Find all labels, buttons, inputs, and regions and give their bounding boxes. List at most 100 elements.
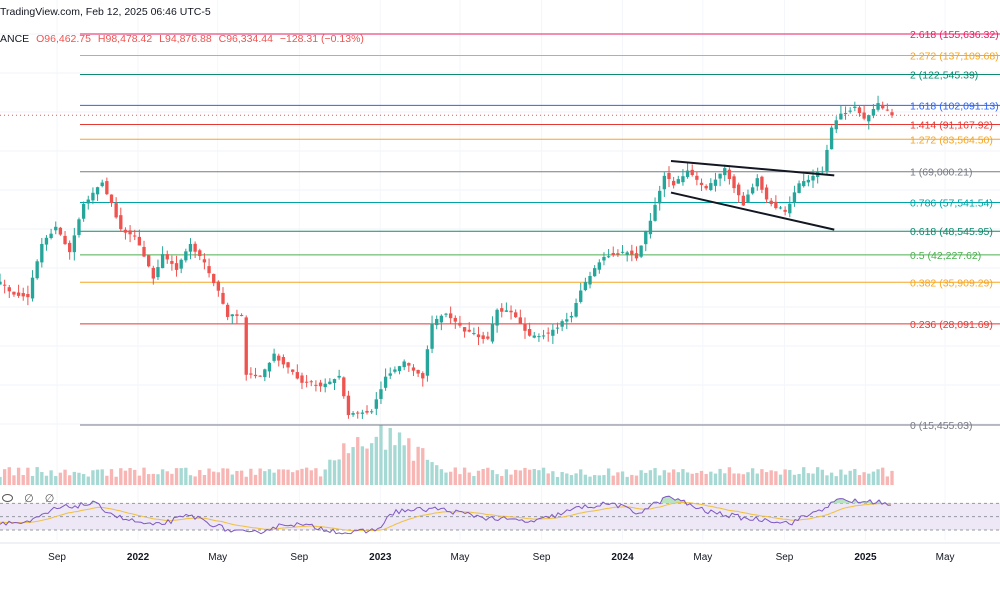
volume-bar xyxy=(430,462,434,485)
volume-bar xyxy=(843,474,848,485)
candle-body xyxy=(829,127,834,150)
volume-bar xyxy=(407,438,411,485)
candle-body xyxy=(857,107,862,114)
volume-bars xyxy=(0,424,894,485)
volume-bar xyxy=(551,471,555,485)
candle-body xyxy=(421,373,425,379)
candle-body xyxy=(109,194,114,204)
candle-body xyxy=(267,362,272,372)
volume-bar xyxy=(411,460,416,485)
hide-icon-2[interactable]: ∅ xyxy=(44,493,55,505)
volume-bar xyxy=(435,465,439,485)
fib-level-label: 1.272 (83,564.50) xyxy=(910,134,993,146)
x-tick-label: 2023 xyxy=(369,552,392,563)
candle-body xyxy=(128,230,132,235)
candle-body xyxy=(569,315,574,318)
candle-body xyxy=(212,273,216,284)
volume-bar xyxy=(7,467,11,485)
candle-body xyxy=(797,183,801,193)
candle-body xyxy=(63,235,67,245)
candle-body xyxy=(667,172,671,180)
channel-lines[interactable] xyxy=(670,160,835,231)
volume-bar xyxy=(518,470,523,485)
volume-bar xyxy=(239,470,244,485)
candle-body xyxy=(393,369,397,372)
volume-bar xyxy=(560,472,564,485)
volume-bar xyxy=(541,467,546,485)
volume-bar xyxy=(0,476,2,485)
candle-body xyxy=(416,370,420,374)
candle-body xyxy=(853,106,857,108)
volume-bar xyxy=(249,468,253,485)
candle-body xyxy=(565,319,569,322)
volume-bar xyxy=(462,467,467,485)
candle-body xyxy=(146,255,151,267)
eye-icon[interactable] xyxy=(2,494,13,502)
candle-body xyxy=(523,323,527,331)
volume-bar xyxy=(829,472,834,485)
candle-body xyxy=(151,267,155,279)
channel-upper-line[interactable] xyxy=(670,160,835,177)
volume-bar xyxy=(291,472,295,485)
hide-icon-1[interactable]: ∅ xyxy=(24,493,34,505)
x-tick-label: May xyxy=(450,552,469,563)
volume-bar xyxy=(490,470,495,485)
candle-body xyxy=(867,115,871,122)
candle-body xyxy=(662,175,667,190)
x-tick-label: May xyxy=(208,552,227,563)
volume-bar xyxy=(100,469,104,485)
candle-body xyxy=(225,304,230,317)
volume-bar xyxy=(760,469,764,485)
volume-bar xyxy=(509,474,513,485)
volume-bar xyxy=(658,475,662,485)
candle-body xyxy=(588,275,592,285)
volume-bar xyxy=(565,473,569,485)
x-tick-label: Sep xyxy=(533,552,551,563)
change-value: −128.31 (−0.13%) xyxy=(279,33,364,45)
low-value: L94,876.88 xyxy=(159,33,212,45)
fib-level-label: 0.236 (28,091.69) xyxy=(910,319,993,331)
candle-body xyxy=(458,322,462,326)
time-axis[interactable]: Sep 2022 May Sep 2023 May Sep 2024 May Sep 2025 May xyxy=(0,542,1000,563)
volume-bar xyxy=(630,474,634,485)
volume-bar xyxy=(342,443,346,485)
candle-body xyxy=(890,112,894,116)
candle-body xyxy=(448,313,453,319)
volume-bar xyxy=(109,469,114,485)
rsi-line xyxy=(0,495,892,535)
candle-body xyxy=(481,335,485,339)
volume-bar xyxy=(221,468,225,485)
candle-body xyxy=(685,170,690,177)
channel-lower-line[interactable] xyxy=(670,191,835,231)
candle-body xyxy=(114,203,118,218)
volume-bar xyxy=(713,473,718,485)
candle-body xyxy=(184,251,188,261)
volume-bar xyxy=(741,474,746,485)
candle-body xyxy=(91,192,95,201)
candle-body xyxy=(342,377,346,397)
volume-bar xyxy=(383,449,388,485)
volume-bar xyxy=(881,467,885,485)
volume-bar xyxy=(495,474,499,485)
candle-body xyxy=(356,412,360,414)
volume-bar xyxy=(532,469,536,485)
volume-bar xyxy=(230,474,234,485)
candle-body xyxy=(12,291,16,295)
volume-bar xyxy=(527,469,532,485)
candle-body xyxy=(834,120,838,130)
candle-body xyxy=(802,181,806,187)
candle-body xyxy=(174,263,179,270)
candle-body xyxy=(490,323,495,342)
candle-body xyxy=(295,372,300,379)
source-date: TradingView.com, Feb 12, 2025 06:46 UTC-… xyxy=(0,6,211,18)
volume-bar xyxy=(871,471,876,485)
fib-level-label: 2.272 (137,109.68) xyxy=(910,50,999,62)
candle-body xyxy=(811,175,815,181)
candle-body xyxy=(620,251,625,253)
volume-bar xyxy=(699,470,704,485)
volume-bar xyxy=(825,475,829,485)
candle-body xyxy=(690,169,694,176)
candle-body xyxy=(397,366,402,372)
volume-bar xyxy=(184,467,188,485)
candle-body xyxy=(695,175,699,180)
